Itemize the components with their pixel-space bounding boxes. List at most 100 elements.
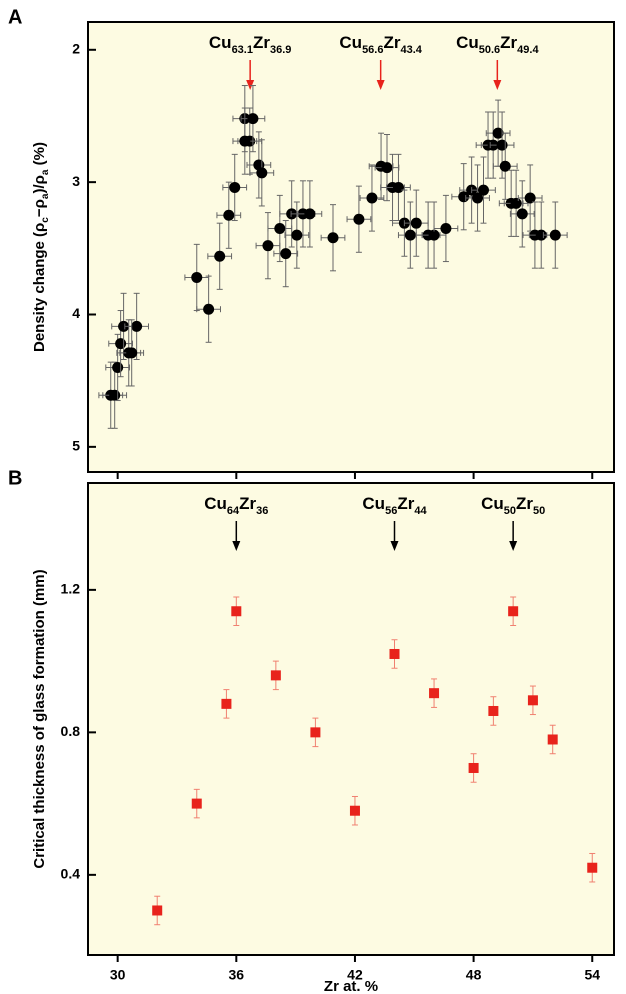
data-point bbox=[118, 320, 130, 332]
data-point bbox=[508, 606, 519, 617]
x-tick-label: 36 bbox=[229, 967, 245, 983]
text-part: (%) bbox=[31, 142, 48, 170]
x-tick-label: 54 bbox=[584, 967, 600, 983]
data-point bbox=[499, 160, 511, 172]
composition-label: Cu50Zr50 bbox=[481, 494, 545, 516]
data-point bbox=[428, 229, 440, 241]
subscript: 63.1 bbox=[232, 44, 253, 56]
data-point bbox=[477, 184, 489, 196]
arrow-head bbox=[246, 80, 255, 90]
data-point bbox=[126, 347, 138, 359]
subscript: 50 bbox=[533, 505, 545, 517]
subscript: 50 bbox=[504, 505, 516, 517]
data-point bbox=[549, 229, 561, 241]
text-part: Cu bbox=[209, 33, 232, 52]
subscript: c bbox=[40, 217, 51, 223]
data-point bbox=[280, 248, 292, 260]
y-tick-label: 0.8 bbox=[61, 723, 81, 739]
data-point bbox=[527, 695, 538, 706]
data-point bbox=[221, 698, 232, 709]
text-part: Zr bbox=[383, 33, 400, 52]
data-point bbox=[256, 167, 268, 179]
data-point bbox=[191, 798, 202, 809]
y-tick-label: 5 bbox=[72, 438, 80, 454]
data-point bbox=[587, 862, 598, 873]
data-point bbox=[524, 192, 536, 204]
text-part: Cu bbox=[362, 494, 385, 513]
arrow-head bbox=[509, 541, 518, 551]
arrow-head bbox=[390, 541, 399, 551]
composition-label: Cu56Zr44 bbox=[362, 494, 427, 516]
y-tick-label: 0.4 bbox=[61, 866, 81, 882]
text-part: Cu bbox=[339, 33, 362, 52]
panel-label: B bbox=[8, 467, 22, 489]
subscript: 50.6 bbox=[479, 44, 500, 56]
data-point bbox=[496, 139, 508, 151]
data-point bbox=[152, 905, 163, 916]
data-point bbox=[547, 734, 558, 745]
composition-label: Cu56.6Zr43.4 bbox=[339, 33, 422, 55]
text-part: −ρ bbox=[31, 199, 48, 217]
subscript: 56.6 bbox=[362, 44, 383, 56]
text-part: Cu bbox=[204, 494, 227, 513]
data-point bbox=[366, 192, 378, 204]
x-tick-label: 30 bbox=[110, 967, 126, 983]
data-point bbox=[404, 229, 416, 241]
subscript: 36.9 bbox=[270, 44, 291, 56]
data-point bbox=[440, 222, 452, 234]
text-part: Cu bbox=[481, 494, 504, 513]
data-point bbox=[392, 181, 404, 193]
text-part: Density change (ρ bbox=[31, 223, 48, 352]
subscript: 44 bbox=[414, 505, 427, 517]
text-part: )/ρ bbox=[31, 175, 48, 193]
arrow-head bbox=[376, 80, 385, 90]
text-part: Zr bbox=[239, 494, 256, 513]
data-point bbox=[353, 213, 365, 225]
data-point bbox=[239, 135, 251, 147]
x-tick-label: 42 bbox=[347, 967, 363, 983]
subscript: 49.4 bbox=[517, 44, 539, 56]
plot-area bbox=[87, 21, 615, 473]
data-point bbox=[535, 229, 547, 241]
data-point bbox=[429, 688, 440, 699]
data-point bbox=[131, 320, 143, 332]
text-part: Zr bbox=[516, 494, 533, 513]
text-part: Cu bbox=[456, 33, 479, 52]
arrow-head bbox=[493, 80, 502, 90]
data-point bbox=[112, 361, 124, 373]
x-axis-label: Zr at. % bbox=[324, 978, 378, 994]
subscript: 43.4 bbox=[400, 44, 422, 56]
subscript: 56 bbox=[385, 505, 397, 517]
data-point bbox=[274, 222, 286, 234]
data-point bbox=[327, 232, 339, 244]
text-part: Zr bbox=[500, 33, 517, 52]
composition-label: Cu64Zr36 bbox=[204, 494, 268, 516]
y-tick-label: 2 bbox=[72, 40, 80, 56]
y-tick-label: 3 bbox=[72, 173, 80, 189]
text-part: Critical thickness of glass formation (m… bbox=[31, 569, 48, 868]
data-point bbox=[458, 191, 470, 203]
data-point bbox=[510, 197, 522, 209]
data-point bbox=[214, 250, 226, 262]
subscript: 64 bbox=[227, 505, 240, 517]
data-point bbox=[109, 389, 121, 401]
data-point bbox=[115, 338, 127, 350]
data-point bbox=[270, 670, 281, 681]
subscript: a bbox=[40, 193, 51, 199]
y-axis-label: Density change (ρc−ρa)/ρa (%) bbox=[31, 142, 51, 352]
data-point bbox=[191, 271, 203, 283]
data-point bbox=[262, 240, 274, 252]
data-point bbox=[291, 229, 303, 241]
composition-label: Cu63.1Zr36.9 bbox=[209, 33, 292, 55]
data-point bbox=[389, 648, 400, 659]
x-tick-label: 48 bbox=[466, 967, 482, 983]
data-point bbox=[247, 113, 259, 125]
panel-label: A bbox=[8, 6, 22, 28]
subscript: 36 bbox=[256, 505, 268, 517]
data-point bbox=[410, 217, 422, 229]
y-axis-label: Critical thickness of glass formation (m… bbox=[31, 569, 48, 868]
data-point bbox=[203, 303, 215, 315]
data-point bbox=[310, 727, 321, 738]
plot-area bbox=[87, 482, 615, 956]
data-point bbox=[229, 181, 241, 193]
